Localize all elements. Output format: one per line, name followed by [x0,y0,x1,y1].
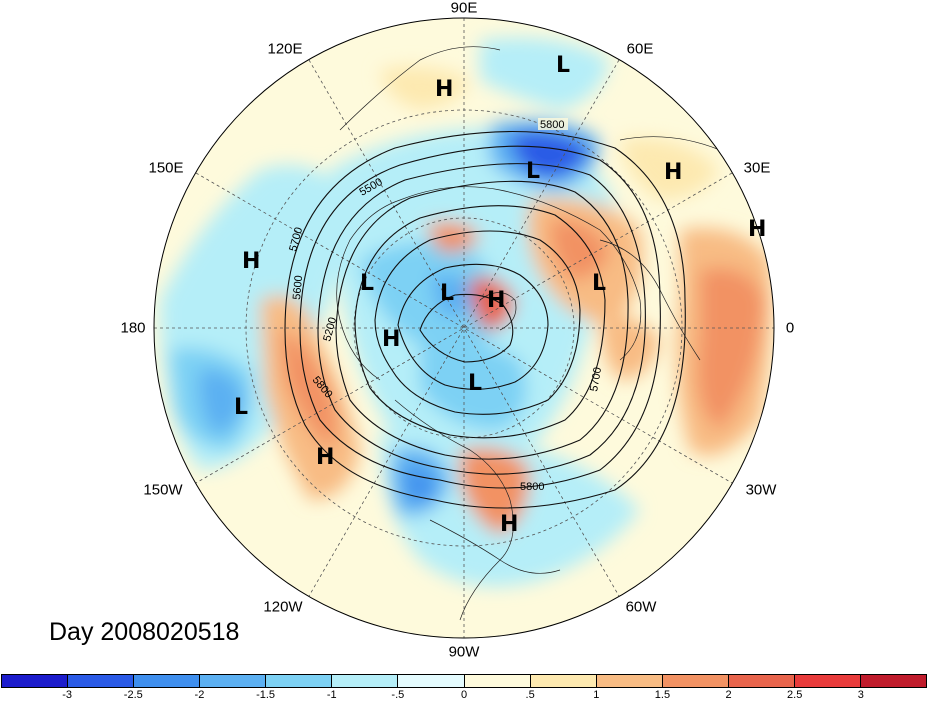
colorbar-tick-label: 1.5 [654,689,671,701]
colorbar [1,674,927,688]
colorbar-tick-label: -1.5 [256,689,276,701]
colorbar-swatch [464,675,531,687]
colorbar-swatch [530,675,597,687]
colorbar-swatch [728,675,795,687]
contour-label-5800-top: 5800 [540,119,564,131]
pressure-marker-h-north-africa: H [748,217,766,242]
pressure-marker-h-florida: H [500,512,518,537]
pressure-marker-h-barents: H [487,288,505,313]
colorbar-tick-label: -.5 [391,689,405,701]
pressure-marker-h-ne-pacific: H [316,445,334,470]
colorbar-swatch [794,675,862,687]
contour-label-5700-right: 5700 [588,366,604,392]
pressure-marker-l-arctic: L [440,281,454,306]
lon-label-120e: 120E [267,40,303,58]
colorbar-swatch [398,675,465,687]
pressure-marker-l-caspian: L [526,159,540,184]
colorbar-tick-label: 1 [593,689,600,701]
pressure-marker-l-hawaii: L [234,395,248,420]
pressure-marker-h-pacific: H [242,249,260,274]
lon-label-150w: 150W [143,481,183,499]
colorbar-tick-label: -3 [62,689,73,701]
lon-label-150e: 150E [148,159,184,177]
lon-label-60e: 60E [626,40,654,58]
colorbar-swatch [861,675,927,687]
colorbar-swatch [200,675,267,687]
colorbar-swatch [2,675,69,687]
contour-label-5600: 5600 [291,275,305,300]
lon-label-90w: 90W [448,643,480,661]
contour-label-5800-bottom: 5800 [520,481,544,493]
pressure-marker-l-east-siberia: L [360,271,374,296]
colorbar-tick-label: -2 [194,689,205,701]
pressure-marker-h-alaska: H [382,327,400,352]
coastlines [336,46,771,621]
lon-label-90e: 90E [450,0,478,17]
colorbar-swatch [596,675,663,687]
lon-label-60w: 60W [625,598,657,616]
pressure-marker-h-siberia: H [435,77,453,102]
pressure-marker-l-europe: L [592,271,606,296]
colorbar-swatch [266,675,333,687]
colorbar-swatch [332,675,399,687]
map-boundary [153,17,775,639]
colorbar-tick-label: .5 [525,689,535,701]
colorbar-swatch [662,675,729,687]
colorbar-tick-label: 3 [857,689,864,701]
colorbar-tick-label: 0 [460,689,468,701]
colorbar-tick-label: 2.5 [787,689,803,701]
pressure-marker-l-canada: L [468,371,482,396]
lon-label-120w: 120W [263,598,303,616]
lon-label-180: 180 [120,319,146,337]
pressure-markers: H L L H H H L L H L H L L H H [234,53,766,537]
colorbar-swatch [68,675,135,687]
colorbar-tick-label: 2 [725,689,732,701]
lon-label-30w: 30W [745,481,777,499]
pressure-marker-h-arabia: H [664,160,682,185]
colorbar-tick-label: -2.5 [123,689,143,701]
colorbar-tick-label: -1 [326,689,337,701]
colorbar-swatch [134,675,201,687]
lon-label-0: 0 [785,319,795,337]
lon-label-30e: 30E [743,159,771,177]
height-contours [284,130,686,509]
graticule [154,18,774,638]
day-label: Day 2008020518 [49,618,240,646]
pressure-marker-l-tibet: L [556,53,570,78]
